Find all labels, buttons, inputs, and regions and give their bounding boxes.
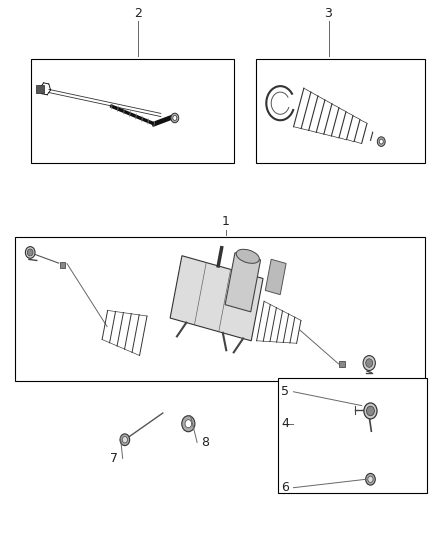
- Text: 1: 1: [222, 215, 230, 228]
- Ellipse shape: [366, 359, 373, 367]
- Polygon shape: [170, 256, 263, 341]
- Text: 7: 7: [110, 452, 118, 465]
- Ellipse shape: [363, 356, 375, 370]
- Bar: [278, 378, 427, 493]
- Ellipse shape: [182, 416, 195, 432]
- Ellipse shape: [173, 116, 177, 120]
- Ellipse shape: [377, 137, 385, 147]
- Polygon shape: [265, 259, 286, 295]
- Polygon shape: [225, 253, 261, 312]
- Ellipse shape: [27, 249, 33, 256]
- Ellipse shape: [25, 247, 35, 259]
- Text: 2: 2: [134, 7, 142, 20]
- Ellipse shape: [122, 437, 127, 443]
- Ellipse shape: [366, 473, 375, 485]
- Text: 6: 6: [281, 481, 289, 494]
- Text: 3: 3: [325, 7, 332, 20]
- Bar: [36, 85, 44, 93]
- Ellipse shape: [367, 406, 374, 416]
- Ellipse shape: [120, 434, 130, 446]
- Ellipse shape: [379, 139, 383, 144]
- Bar: [31, 59, 234, 163]
- Ellipse shape: [368, 476, 373, 482]
- Text: 5: 5: [281, 385, 289, 398]
- Bar: [60, 262, 65, 269]
- Ellipse shape: [364, 403, 377, 419]
- Ellipse shape: [171, 113, 179, 123]
- Bar: [256, 59, 425, 163]
- Text: 4: 4: [281, 417, 289, 430]
- Ellipse shape: [185, 420, 192, 427]
- Bar: [339, 361, 345, 367]
- Text: 8: 8: [201, 436, 209, 449]
- Bar: [15, 237, 425, 381]
- Ellipse shape: [236, 249, 259, 263]
